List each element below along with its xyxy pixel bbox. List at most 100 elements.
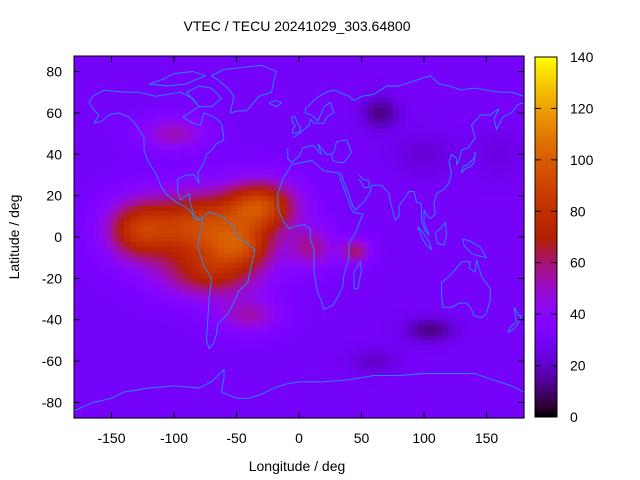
heatmap-cell	[136, 412, 144, 419]
heatmap-cell	[467, 112, 475, 119]
heatmap-cell	[511, 350, 519, 357]
heatmap-cell	[117, 128, 125, 135]
heatmap-cell	[380, 221, 388, 228]
heatmap-cell	[317, 268, 325, 274]
heatmap-cell	[305, 174, 313, 181]
heatmap-cell	[74, 252, 81, 259]
heatmap-cell	[511, 381, 519, 388]
heatmap-cell	[317, 314, 325, 321]
heatmap-cell	[424, 180, 431, 186]
heatmap-cell	[330, 216, 338, 223]
heatmap-cell	[155, 330, 163, 336]
heatmap-cell	[86, 324, 94, 331]
heatmap-cell	[86, 386, 94, 393]
heatmap-cell	[492, 133, 500, 140]
heatmap-cell	[111, 61, 119, 67]
heatmap-cell	[211, 154, 219, 161]
heatmap-cell	[499, 366, 506, 373]
heatmap-cell	[411, 252, 419, 259]
heatmap-cell	[305, 299, 313, 305]
heatmap-cell	[117, 112, 125, 119]
heatmap-cell	[267, 355, 275, 362]
heatmap-cell	[480, 252, 488, 259]
heatmap-cell	[324, 133, 331, 140]
heatmap-cell	[230, 293, 238, 300]
heatmap-cell	[430, 226, 438, 233]
heatmap-cell	[324, 154, 331, 161]
heatmap-cell	[417, 56, 425, 62]
heatmap-cell	[142, 92, 150, 98]
heatmap-cell	[167, 180, 175, 186]
heatmap-cell	[274, 174, 281, 181]
heatmap-cell	[324, 231, 331, 238]
heatmap-cell	[392, 293, 400, 300]
heatmap-cell	[511, 138, 519, 145]
heatmap-cell	[155, 138, 163, 145]
heatmap-cell	[205, 355, 213, 362]
heatmap-cell	[411, 221, 419, 228]
heatmap-cell	[186, 392, 194, 398]
heatmap-cell	[255, 174, 263, 181]
heatmap-cell	[242, 56, 250, 62]
heatmap-cell	[355, 154, 363, 161]
heatmap-cell	[374, 314, 381, 321]
heatmap-cell	[324, 102, 331, 109]
heatmap-cell	[311, 335, 319, 342]
heatmap-cell	[236, 211, 244, 217]
heatmap-cell	[286, 154, 294, 161]
heatmap-cell	[386, 366, 394, 373]
heatmap-cell	[286, 242, 294, 248]
heatmap-cell	[261, 138, 269, 145]
heatmap-cell	[449, 340, 456, 347]
heatmap-cell	[467, 242, 475, 248]
heatmap-cell	[105, 402, 113, 409]
heatmap-cell	[505, 97, 513, 104]
heatmap-cell	[299, 319, 306, 326]
heatmap-cell	[386, 278, 394, 285]
heatmap-cell	[486, 242, 494, 248]
heatmap-cell	[199, 376, 206, 383]
heatmap-cell	[199, 205, 206, 212]
heatmap-cell	[486, 123, 494, 129]
heatmap-cell	[217, 247, 225, 254]
heatmap-cell	[230, 107, 238, 114]
heatmap-cell	[242, 154, 250, 161]
heatmap-cell	[174, 386, 181, 393]
heatmap-cell	[517, 257, 525, 264]
heatmap-cell	[417, 92, 425, 98]
heatmap-cell	[217, 366, 225, 373]
heatmap-cell	[161, 195, 169, 202]
heatmap-cell	[474, 185, 481, 192]
heatmap-cell	[236, 397, 244, 404]
heatmap-cell	[292, 345, 300, 352]
heatmap-cell	[324, 304, 331, 310]
heatmap-cell	[442, 164, 450, 171]
heatmap-cell	[299, 371, 306, 378]
heatmap-cell	[230, 366, 238, 373]
heatmap-cell	[486, 237, 494, 243]
heatmap-cell	[380, 149, 388, 155]
heatmap-cell	[311, 309, 319, 316]
heatmap-cell	[492, 195, 500, 202]
heatmap-cell	[192, 102, 200, 109]
heatmap-cell	[142, 355, 150, 362]
heatmap-cell	[180, 164, 188, 171]
heatmap-cell	[124, 392, 131, 398]
heatmap-cell	[467, 128, 475, 135]
heatmap-cell	[242, 159, 250, 166]
heatmap-cell	[299, 299, 306, 305]
heatmap-cell	[142, 273, 150, 279]
heatmap-cell	[505, 397, 513, 404]
heatmap-cell	[505, 133, 513, 140]
heatmap-cell	[236, 247, 244, 254]
heatmap-cell	[111, 283, 119, 290]
heatmap-cell	[355, 278, 363, 285]
heatmap-cell	[486, 149, 494, 155]
heatmap-cell	[174, 381, 181, 388]
heatmap-cell	[205, 335, 213, 342]
heatmap-cell	[130, 154, 138, 161]
heatmap-cell	[336, 97, 344, 104]
heatmap-cell	[99, 149, 106, 155]
heatmap-cell	[92, 231, 100, 238]
heatmap-cell	[286, 288, 294, 295]
